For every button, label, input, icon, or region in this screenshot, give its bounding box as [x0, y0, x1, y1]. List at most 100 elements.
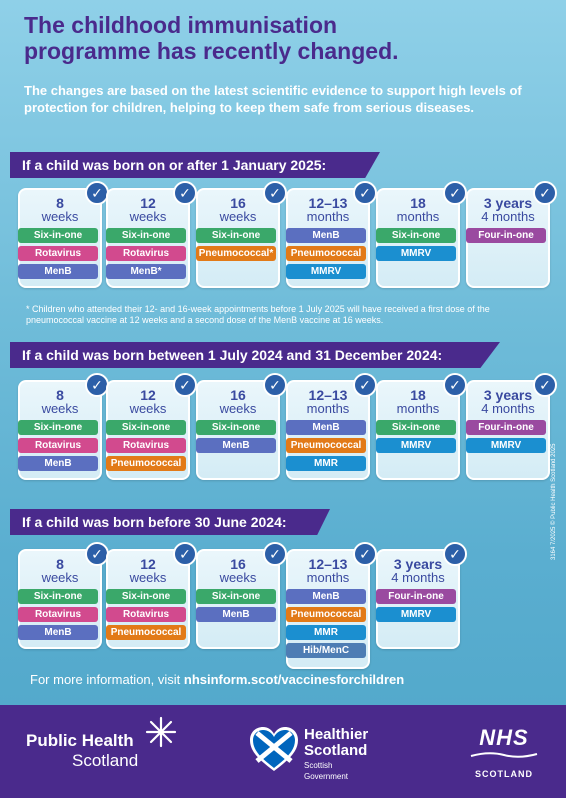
age-unit: weeks: [129, 570, 167, 585]
age-label: 8 weeks: [20, 551, 100, 589]
age-label: 12–13 months: [288, 190, 368, 228]
age-unit: weeks: [219, 570, 257, 585]
age-card: ✓ 8 weeks Six-in-one Rotavirus MenB: [18, 181, 109, 288]
age-number: 12–13: [308, 556, 348, 572]
age-label: 18 months: [378, 190, 458, 228]
age-label: 16 weeks: [198, 551, 278, 589]
hs-line-2: Scotland: [304, 742, 368, 759]
checkmark-icon: ✓: [353, 373, 377, 397]
age-unit: months: [306, 209, 350, 224]
checkmark-icon: ✓: [263, 373, 287, 397]
vaccine-tag: Rotavirus: [18, 438, 98, 453]
section-heading-1: If a child was born on or after 1 Januar…: [10, 152, 380, 178]
phs-name-line-2: Scotland: [72, 751, 139, 770]
checkmark-icon: ✓: [533, 373, 557, 397]
checkmark-icon: ✓: [353, 542, 377, 566]
age-unit: months: [396, 209, 440, 224]
age-card: ✓ 8 weeks Six-in-one Rotavirus MenB: [18, 542, 109, 649]
vaccine-tag: MenB: [196, 438, 276, 453]
age-number: 12: [140, 195, 156, 211]
age-unit: 4 months: [391, 570, 445, 585]
age-card: ✓ 3 years 4 months Four-in-one MMRV: [466, 373, 557, 480]
age-number: 12: [140, 387, 156, 403]
checkmark-icon: ✓: [263, 181, 287, 205]
footnote: * Children who attended their 12- and 16…: [26, 304, 490, 325]
vaccine-tag: Pneumococcal*: [196, 246, 276, 261]
age-label: 3 years 4 months: [468, 190, 548, 228]
vaccine-tag: MMRV: [376, 607, 456, 622]
vaccine-tag: Six-in-one: [106, 420, 186, 435]
age-label: 8 weeks: [20, 190, 100, 228]
vaccine-tag: Rotavirus: [106, 607, 186, 622]
vaccine-tag: MMRV: [376, 438, 456, 453]
checkmark-icon: ✓: [173, 542, 197, 566]
age-label: 16 weeks: [198, 382, 278, 420]
vaccine-tag: MenB: [286, 589, 366, 604]
vaccine-tag: MenB: [286, 420, 366, 435]
vaccine-tag: Six-in-one: [18, 420, 98, 435]
vaccine-tag: Six-in-one: [376, 420, 456, 435]
vaccine-tag: Pneumococcal: [106, 456, 186, 471]
more-info-link[interactable]: nhsinform.scot/vaccinesforchildren: [183, 672, 405, 687]
vaccine-tag: MenB: [18, 264, 98, 279]
nhs-scotland-text: SCOTLAND: [475, 769, 533, 779]
age-number: 8: [56, 556, 64, 572]
vaccine-tag: MenB: [18, 625, 98, 640]
age-card: ✓ 12–13 months MenB Pneumococcal MMRV: [286, 181, 377, 288]
vaccine-tag: Rotavirus: [106, 438, 186, 453]
section-heading-3: If a child was born before 30 June 2024:: [10, 509, 330, 535]
vaccine-tag: Rotavirus: [106, 246, 186, 261]
vaccine-tag: MMRV: [466, 438, 546, 453]
age-label: 12 weeks: [108, 190, 188, 228]
vaccine-tag: Six-in-one: [196, 228, 276, 243]
age-unit: weeks: [41, 570, 79, 585]
title-line-1: The childhood immunisation: [24, 12, 338, 38]
age-card: ✓ 12–13 months MenB Pneumococcal MMR Hib/MenC: [286, 542, 377, 669]
age-number: 3 years: [393, 556, 443, 572]
hs-line-4: Government: [304, 772, 349, 781]
age-card: ✓ 12 weeks Six-in-one Rotavirus Pneumococcal: [106, 542, 197, 649]
checkmark-icon: ✓: [533, 181, 557, 205]
vaccine-tag: MenB: [286, 228, 366, 243]
age-unit: weeks: [129, 401, 167, 416]
checkmark-icon: ✓: [443, 542, 467, 566]
age-label: 8 weeks: [20, 382, 100, 420]
vaccine-tag: MMRV: [376, 246, 456, 261]
age-label: 3 years 4 months: [378, 551, 458, 589]
age-card: ✓ 8 weeks Six-in-one Rotavirus MenB: [18, 373, 109, 480]
age-unit: weeks: [129, 209, 167, 224]
age-unit: weeks: [41, 401, 79, 416]
checkmark-icon: ✓: [263, 542, 287, 566]
vaccine-tag: Six-in-one: [376, 228, 456, 243]
vaccine-tag: Four-in-one: [466, 420, 546, 435]
age-number: 12–13: [308, 387, 348, 403]
vaccine-tag: Four-in-one: [466, 228, 546, 243]
age-card: ✓ 16 weeks Six-in-one Pneumococcal*: [196, 181, 287, 288]
phs-star-icon: [145, 716, 177, 748]
vaccine-tag: Six-in-one: [106, 589, 186, 604]
age-number: 18: [410, 195, 426, 211]
age-number: 16: [230, 387, 246, 403]
checkmark-icon: ✓: [173, 181, 197, 205]
hs-line-3: Scottish: [304, 761, 333, 770]
checkmark-icon: ✓: [443, 373, 467, 397]
age-unit: weeks: [41, 209, 79, 224]
page-title: The childhood immunisation programme has…: [24, 12, 544, 64]
vaccine-tag: Four-in-one: [376, 589, 456, 604]
age-card: ✓ 16 weeks Six-in-one MenB: [196, 542, 287, 649]
title-line-2: programme has recently changed.: [24, 38, 399, 64]
age-unit: 4 months: [481, 209, 535, 224]
phs-name-line-1: Public Health: [26, 731, 134, 750]
vaccine-tag: Six-in-one: [196, 420, 276, 435]
age-number: 16: [230, 195, 246, 211]
vaccine-tag: MMR: [286, 625, 366, 640]
age-unit: months: [306, 570, 350, 585]
vaccine-tag: Pneumococcal: [286, 607, 366, 622]
checkmark-icon: ✓: [353, 181, 377, 205]
age-card: ✓ 16 weeks Six-in-one MenB: [196, 373, 287, 480]
age-number: 8: [56, 387, 64, 403]
saltire-heart-icon: [250, 727, 298, 771]
age-card: ✓ 3 years 4 months Four-in-one: [466, 181, 557, 288]
nhs-wave-icon: [470, 752, 538, 758]
age-unit: months: [396, 401, 440, 416]
